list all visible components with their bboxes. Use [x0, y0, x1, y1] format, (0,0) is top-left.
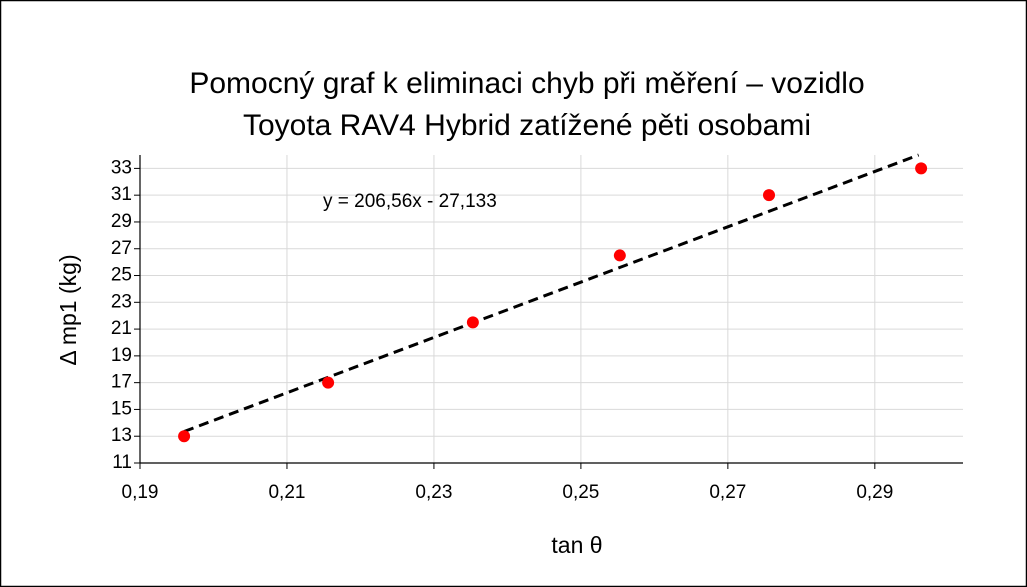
data-point — [763, 189, 776, 202]
y-tick-label: 27 — [111, 238, 132, 259]
x-tick-label: 0,27 — [709, 482, 746, 503]
x-tick-label: 0,19 — [122, 482, 159, 503]
y-tick-label: 31 — [111, 184, 132, 205]
y-tick-label: 19 — [111, 345, 132, 366]
x-tick-label: 0,25 — [562, 482, 599, 503]
y-tick-label: 25 — [111, 265, 132, 286]
y-tick-label: 29 — [111, 211, 132, 232]
data-point — [613, 249, 626, 262]
x-tick-label: 0,21 — [268, 482, 305, 503]
data-point — [322, 376, 335, 389]
y-axis-label: Δ mp1 (kg) — [55, 254, 81, 365]
y-tick-label: 15 — [111, 398, 132, 419]
chart-title: Toyota RAV4 Hybrid zatížené pěti osobami — [243, 109, 811, 142]
y-tick-label: 21 — [111, 318, 132, 339]
data-point — [915, 162, 928, 175]
x-axis-label: tan θ — [551, 532, 602, 558]
trendline-equation: y = 206,56x - 27,133 — [323, 191, 497, 212]
chart-title: Pomocný graf k eliminaci chyb při měření… — [189, 67, 864, 100]
data-point — [466, 316, 479, 329]
x-tick-label: 0,29 — [856, 482, 893, 503]
x-tick-label: 0,23 — [415, 482, 452, 503]
y-tick-label: 17 — [111, 372, 132, 393]
y-tick-label: 13 — [111, 425, 132, 446]
trendline — [183, 153, 920, 433]
y-tick-label: 33 — [111, 157, 132, 178]
y-tick-label: 23 — [111, 291, 132, 312]
data-point — [178, 430, 191, 443]
y-tick-label: 11 — [112, 452, 132, 473]
